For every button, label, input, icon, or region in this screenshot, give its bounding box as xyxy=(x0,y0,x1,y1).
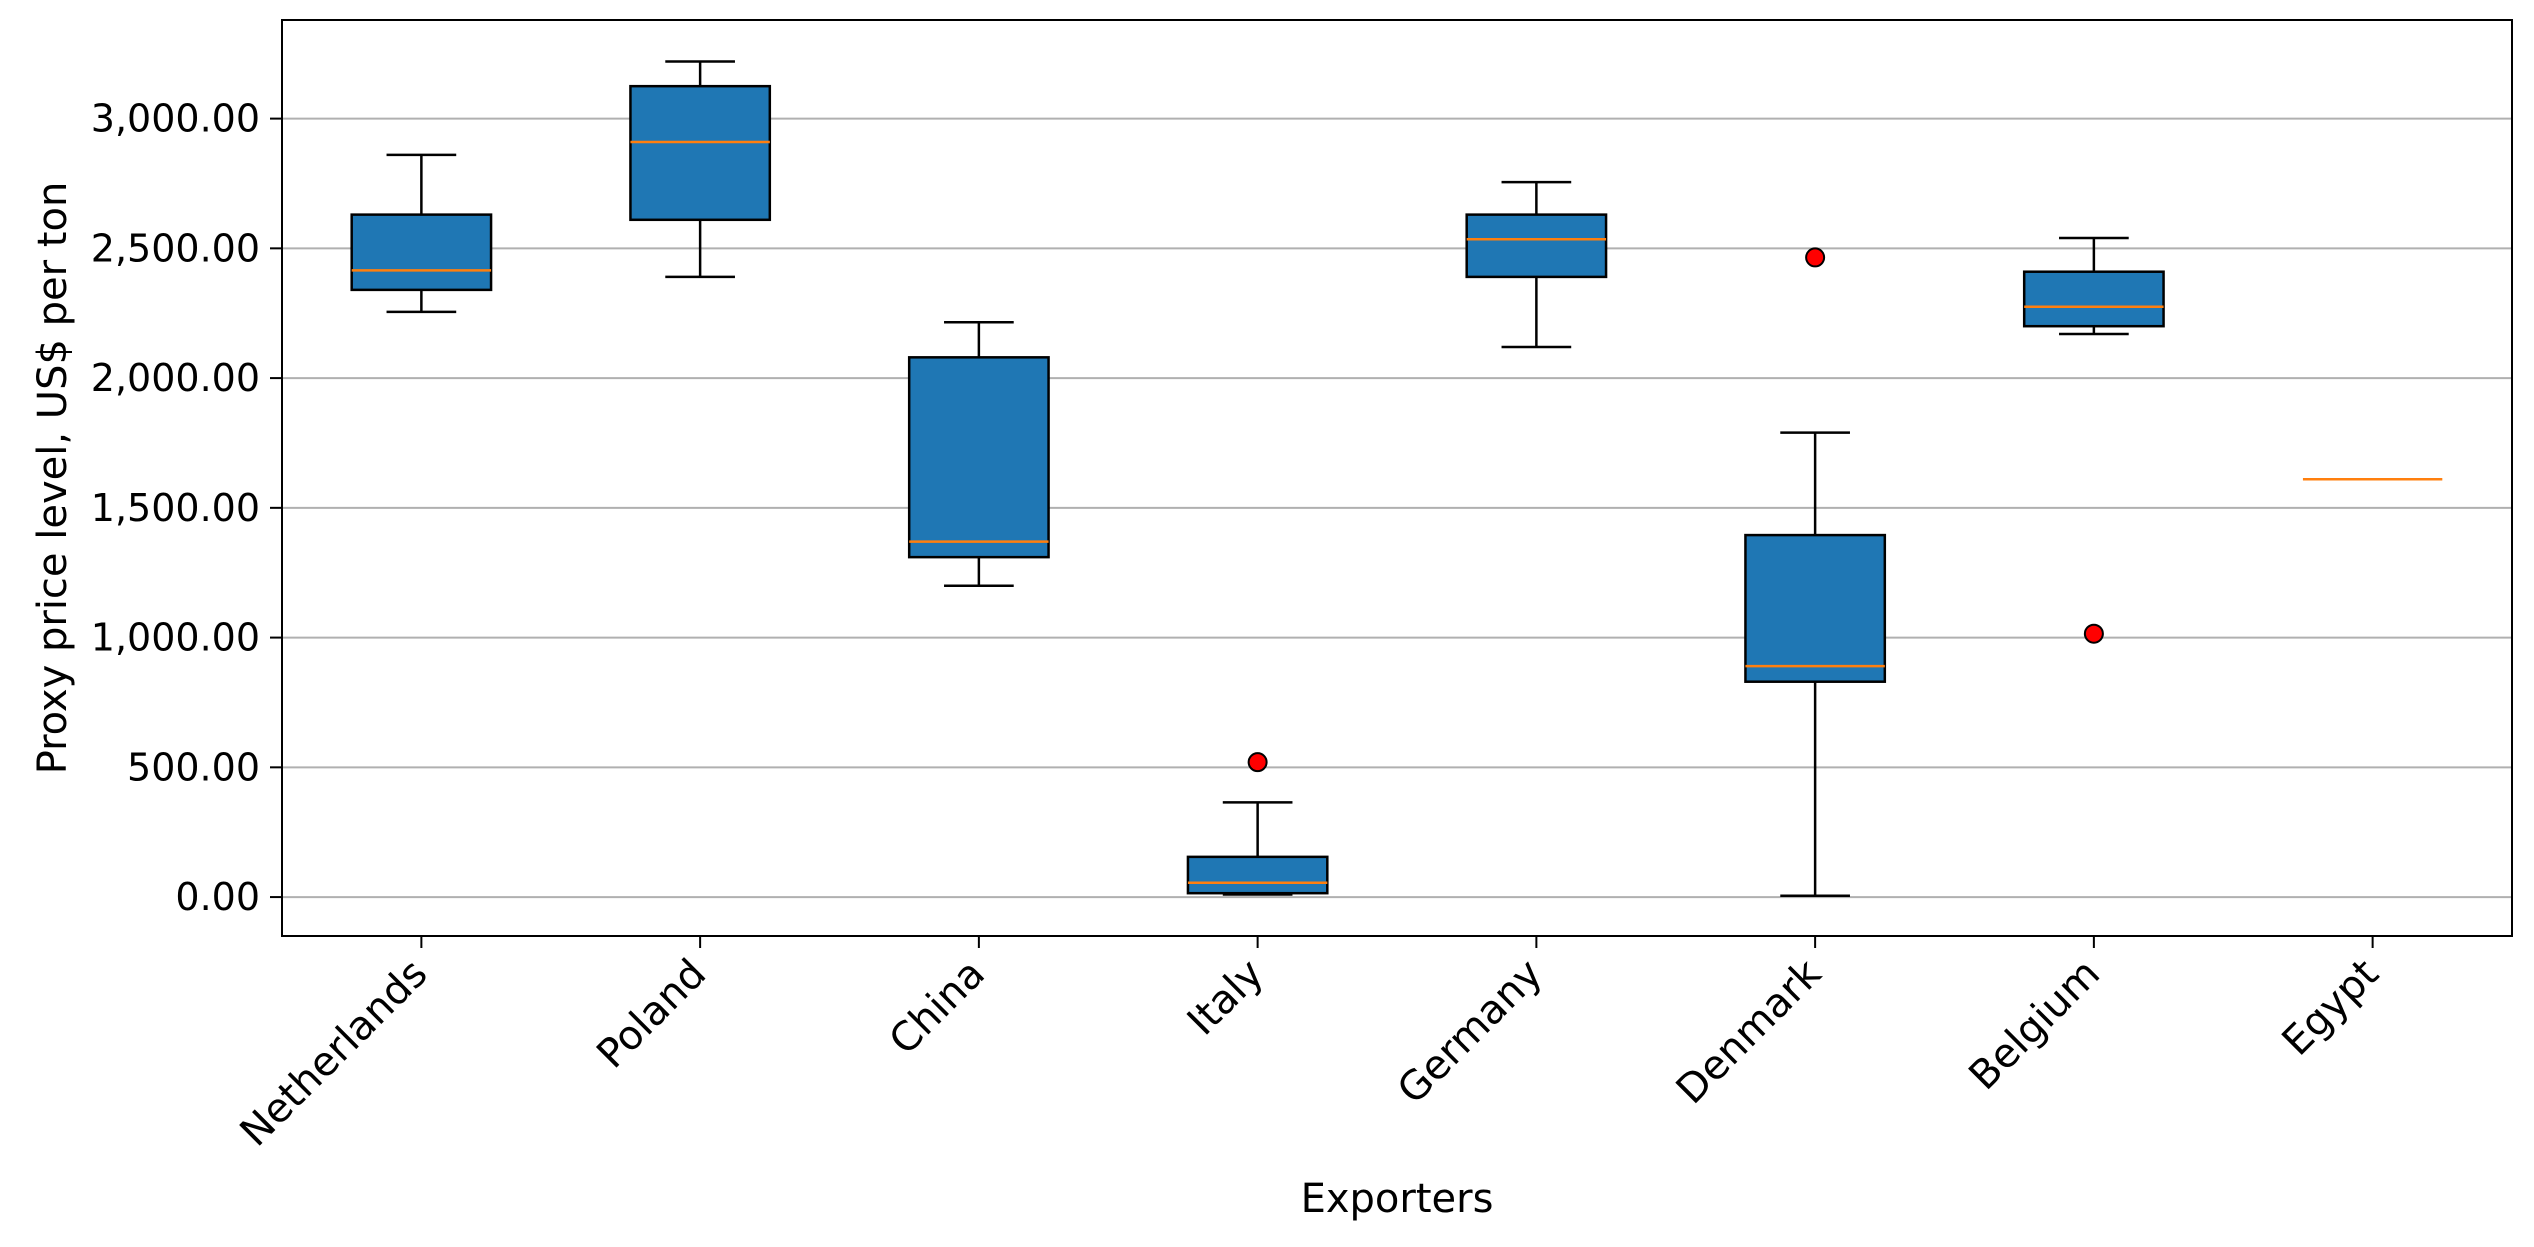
x-tick-label: Belgium xyxy=(1960,951,2108,1099)
y-tick-label: 0.00 xyxy=(175,875,260,919)
x-tick-label: Germany xyxy=(1389,951,1552,1114)
grid-layer xyxy=(282,117,2512,899)
y-tick-label: 3,000.00 xyxy=(91,97,260,141)
box-italy xyxy=(1186,752,1329,896)
box-iqr xyxy=(1465,213,1608,279)
y-axis-label: Proxy price level, US$ per ton xyxy=(30,182,76,775)
box-china xyxy=(907,321,1050,587)
y-tick-label: 1,000.00 xyxy=(91,616,260,660)
y-tick-label: 1,500.00 xyxy=(91,486,260,530)
box-iqr xyxy=(907,356,1050,559)
x-tick-label: Netherlands xyxy=(232,951,437,1156)
x-tick-label: Egypt xyxy=(2274,951,2388,1065)
box-iqr xyxy=(2022,270,2165,328)
x-tick-label: Denmark xyxy=(1668,950,1831,1113)
box-iqr xyxy=(1186,855,1329,895)
box-germany xyxy=(1465,180,1608,349)
outlier-point xyxy=(1247,752,1268,773)
box-iqr xyxy=(629,84,772,222)
box-poland xyxy=(629,60,772,279)
box-iqr xyxy=(1744,533,1887,683)
box-iqr xyxy=(350,213,493,292)
x-axis-label: Exporters xyxy=(1301,1176,1494,1222)
box-netherlands xyxy=(350,153,493,314)
y-tick-label: 2,500.00 xyxy=(91,226,260,270)
box-denmark xyxy=(1744,247,1887,898)
box-layer xyxy=(350,60,2443,898)
y-tick-label: 2,000.00 xyxy=(91,356,260,400)
outlier-point xyxy=(2083,623,2104,644)
x-tick-label: Poland xyxy=(588,951,715,1078)
box-belgium xyxy=(2022,236,2165,644)
y-tick-label: 500.00 xyxy=(127,745,260,789)
outlier-point xyxy=(1805,247,1826,268)
plot-area-frame xyxy=(281,19,2513,937)
x-tick-label: China xyxy=(881,951,994,1064)
x-tick-label: Italy xyxy=(1179,951,1273,1045)
